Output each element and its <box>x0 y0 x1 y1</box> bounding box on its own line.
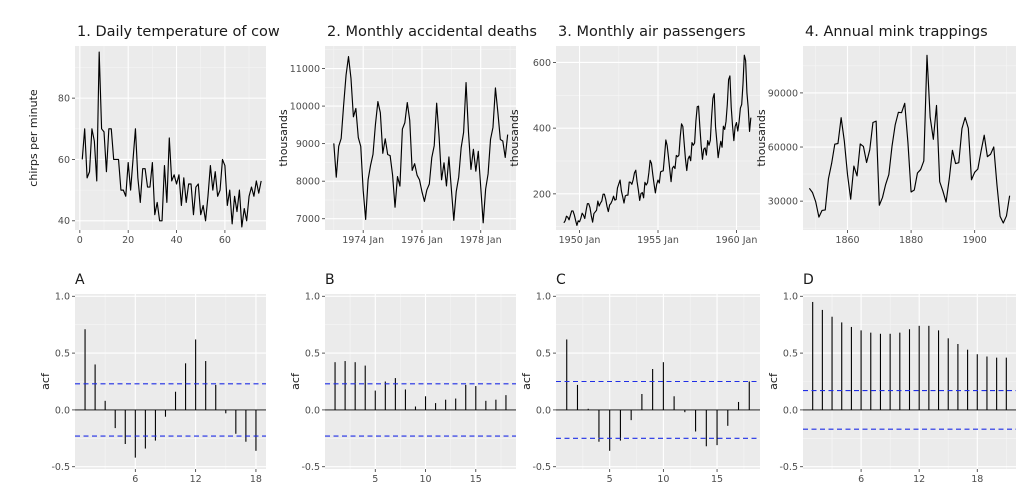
y-tick-label: -0.5 <box>301 462 320 473</box>
y-tick-label: -0.5 <box>51 462 70 473</box>
panel-title: 3. Monthly air passengers <box>558 24 746 40</box>
x-tick-label: 18 <box>250 474 262 485</box>
y-tick-label: 11000 <box>290 64 320 75</box>
plot-background <box>75 46 266 230</box>
x-tick-label: 20 <box>122 235 134 246</box>
x-tick-label: 10 <box>419 474 431 485</box>
x-tick-label: 1950 Jan <box>559 235 601 246</box>
series-line <box>808 54 1011 224</box>
x-tick-label: 5 <box>372 474 378 485</box>
y-tick-label: 0.5 <box>55 348 70 359</box>
y-axis-label: acf <box>39 372 52 390</box>
y-tick-label: 30000 <box>768 197 798 208</box>
y-axis-label: acf <box>767 372 780 390</box>
panel-title: D <box>803 272 814 288</box>
y-tick-label: 1.0 <box>783 292 798 303</box>
panel-2: 2. Monthly accidental deaths 1974 Jan 1976… <box>277 24 537 246</box>
y-tick-label: 60 <box>58 155 70 166</box>
x-tick-label: 15 <box>470 474 482 485</box>
panel-title: 1. Daily temperature of cow <box>77 24 280 40</box>
x-tick-label: 1978 Jan <box>460 235 502 246</box>
y-tick-label: -0.5 <box>779 462 798 473</box>
y-tick-label: 40 <box>58 216 70 227</box>
y-tick-label: 80 <box>58 94 70 105</box>
y-tick-label: 7000 <box>296 214 320 225</box>
panel-title: A <box>75 272 85 288</box>
x-tick-label: 1900 <box>963 235 987 246</box>
minor-gridlines <box>803 46 1016 230</box>
y-tick-label: 200 <box>533 189 551 200</box>
y-tick-label: 400 <box>533 124 551 135</box>
minor-gridlines <box>325 294 516 469</box>
panel-7: C 5 10 15 -0.5 0.0 0.5 1.0 acf <box>520 272 760 485</box>
y-axis-label: acf <box>520 372 533 390</box>
panel-title: 2. Monthly accidental deaths <box>327 24 537 40</box>
y-axis-label: chirps per minute <box>27 89 40 187</box>
panels: 1. Daily temperature of cow 0 20 40 60 40 60 80… <box>27 24 1016 485</box>
x-tick-label: 1976 Jan <box>401 235 443 246</box>
x-tick-label: 15 <box>711 474 723 485</box>
y-tick-label: 1.0 <box>55 292 70 303</box>
y-axis-label: thousands <box>508 109 521 166</box>
y-tick-label: 0.0 <box>305 405 320 416</box>
panel-5: A 6 12 18 -0.5 0.0 0.5 1.0 acf <box>39 272 266 485</box>
x-tick-label: 0 <box>77 235 83 246</box>
x-tick-label: 1960 Jan <box>716 235 758 246</box>
y-tick-label: 0.5 <box>305 348 320 359</box>
x-tick-label: 1955 Jan <box>637 235 679 246</box>
x-tick-label: 40 <box>170 235 182 246</box>
x-tick-label: 60 <box>219 235 231 246</box>
major-gridlines <box>803 46 1016 230</box>
y-tick-label: 0.0 <box>55 405 70 416</box>
x-tick-label: 1974 Jan <box>342 235 384 246</box>
x-tick-label: 1860 <box>835 235 859 246</box>
x-tick-label: 10 <box>657 474 669 485</box>
x-tick-label: 18 <box>971 474 983 485</box>
y-tick-label: 8000 <box>296 177 320 188</box>
series-line <box>333 56 509 224</box>
major-gridlines <box>556 46 760 230</box>
y-tick-label: 9000 <box>296 139 320 150</box>
y-axis-label: thousands <box>277 109 290 166</box>
y-tick-label: 0.5 <box>536 348 551 359</box>
y-tick-label: 0.0 <box>536 405 551 416</box>
panel-4: 4. Annual mink trappings 1860 1880 1900 3000… <box>755 24 1016 246</box>
x-tick-label: 1880 <box>899 235 923 246</box>
x-tick-label: 5 <box>607 474 613 485</box>
y-tick-label: 1.0 <box>536 292 551 303</box>
series-line <box>81 51 262 228</box>
y-tick-label: 600 <box>533 58 551 69</box>
plot-background <box>325 46 516 230</box>
y-tick-label: 0.0 <box>783 405 798 416</box>
minor-gridlines <box>75 294 266 469</box>
y-tick-label: 1.0 <box>305 292 320 303</box>
y-axis-label: thousands <box>755 109 768 166</box>
y-tick-label: 10000 <box>290 101 320 112</box>
major-gridlines <box>325 46 516 230</box>
panel-8: D 6 12 18 -0.5 0.0 0.5 1.0 acf <box>767 272 1016 485</box>
panel-1: 1. Daily temperature of cow 0 20 40 60 40 60 80… <box>27 24 280 246</box>
minor-gridlines <box>325 46 516 230</box>
y-tick-label: 0.5 <box>783 348 798 359</box>
series-line <box>563 54 752 226</box>
panel-3: 3. Monthly air passengers 1950 Jan 1955 Ja… <box>508 24 760 246</box>
minor-gridlines <box>75 46 266 230</box>
y-tick-label: 60000 <box>768 142 798 153</box>
x-tick-label: 6 <box>132 474 138 485</box>
y-axis-label: acf <box>289 372 302 390</box>
y-tick-label: 90000 <box>768 88 798 99</box>
panel-6: B 5 10 15 -0.5 0.0 0.5 1.0 acf <box>289 272 516 485</box>
x-tick-label: 6 <box>858 474 864 485</box>
panel-title: C <box>556 272 566 288</box>
x-tick-label: 12 <box>913 474 925 485</box>
panel-title: B <box>325 272 335 288</box>
panel-title: 4. Annual mink trappings <box>805 24 988 40</box>
y-tick-label: -0.5 <box>532 462 551 473</box>
x-tick-label: 12 <box>190 474 202 485</box>
